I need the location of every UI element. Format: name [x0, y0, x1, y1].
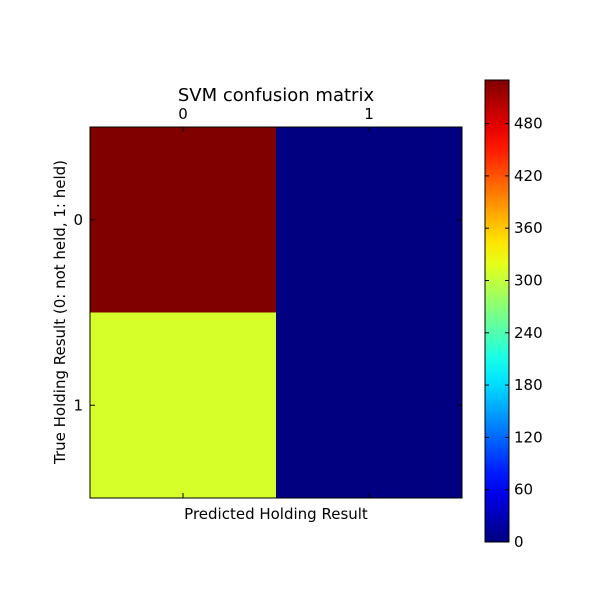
colorbar-tick-label-0: 0 [514, 533, 524, 551]
axis-ticks: 0 1 0 1 [73, 105, 462, 498]
colorbar-tick-label-8: 480 [514, 115, 543, 133]
colorbar-tick-label-6: 360 [514, 219, 543, 237]
colorbar-tick-label-7: 420 [514, 167, 543, 185]
heatmap-cell-1-0 [90, 312, 276, 498]
colorbar [484, 79, 510, 543]
chart-title: SVM confusion matrix [178, 85, 375, 106]
colorbar-tick-label-3: 180 [514, 376, 543, 394]
x-tick-label-1: 1 [364, 105, 374, 123]
x-axis-label: Predicted Holding Result [184, 505, 368, 523]
heatmap-cell-0-0 [90, 127, 276, 313]
y-axis-label: True Holding Result (0: not held, 1: hel… [51, 160, 69, 465]
y-tick-label-1: 1 [73, 396, 83, 414]
colorbar-tick-label-4: 240 [514, 324, 543, 342]
heatmap-cell-1-1 [276, 312, 462, 498]
colorbar-tick-label-2: 120 [514, 428, 543, 446]
colorbar-tick-label-1: 60 [514, 481, 533, 499]
colorbar-tick-label-5: 300 [514, 271, 543, 289]
x-tick-label-0: 0 [178, 105, 188, 123]
colorbar-ticks: 0 60 120 180 240 300 360 420 480 [485, 115, 543, 551]
plot-frame [89, 126, 463, 499]
heatmap-cells [90, 127, 462, 498]
heatmap-cell-0-1 [276, 127, 462, 313]
y-tick-label-0: 0 [73, 211, 83, 229]
